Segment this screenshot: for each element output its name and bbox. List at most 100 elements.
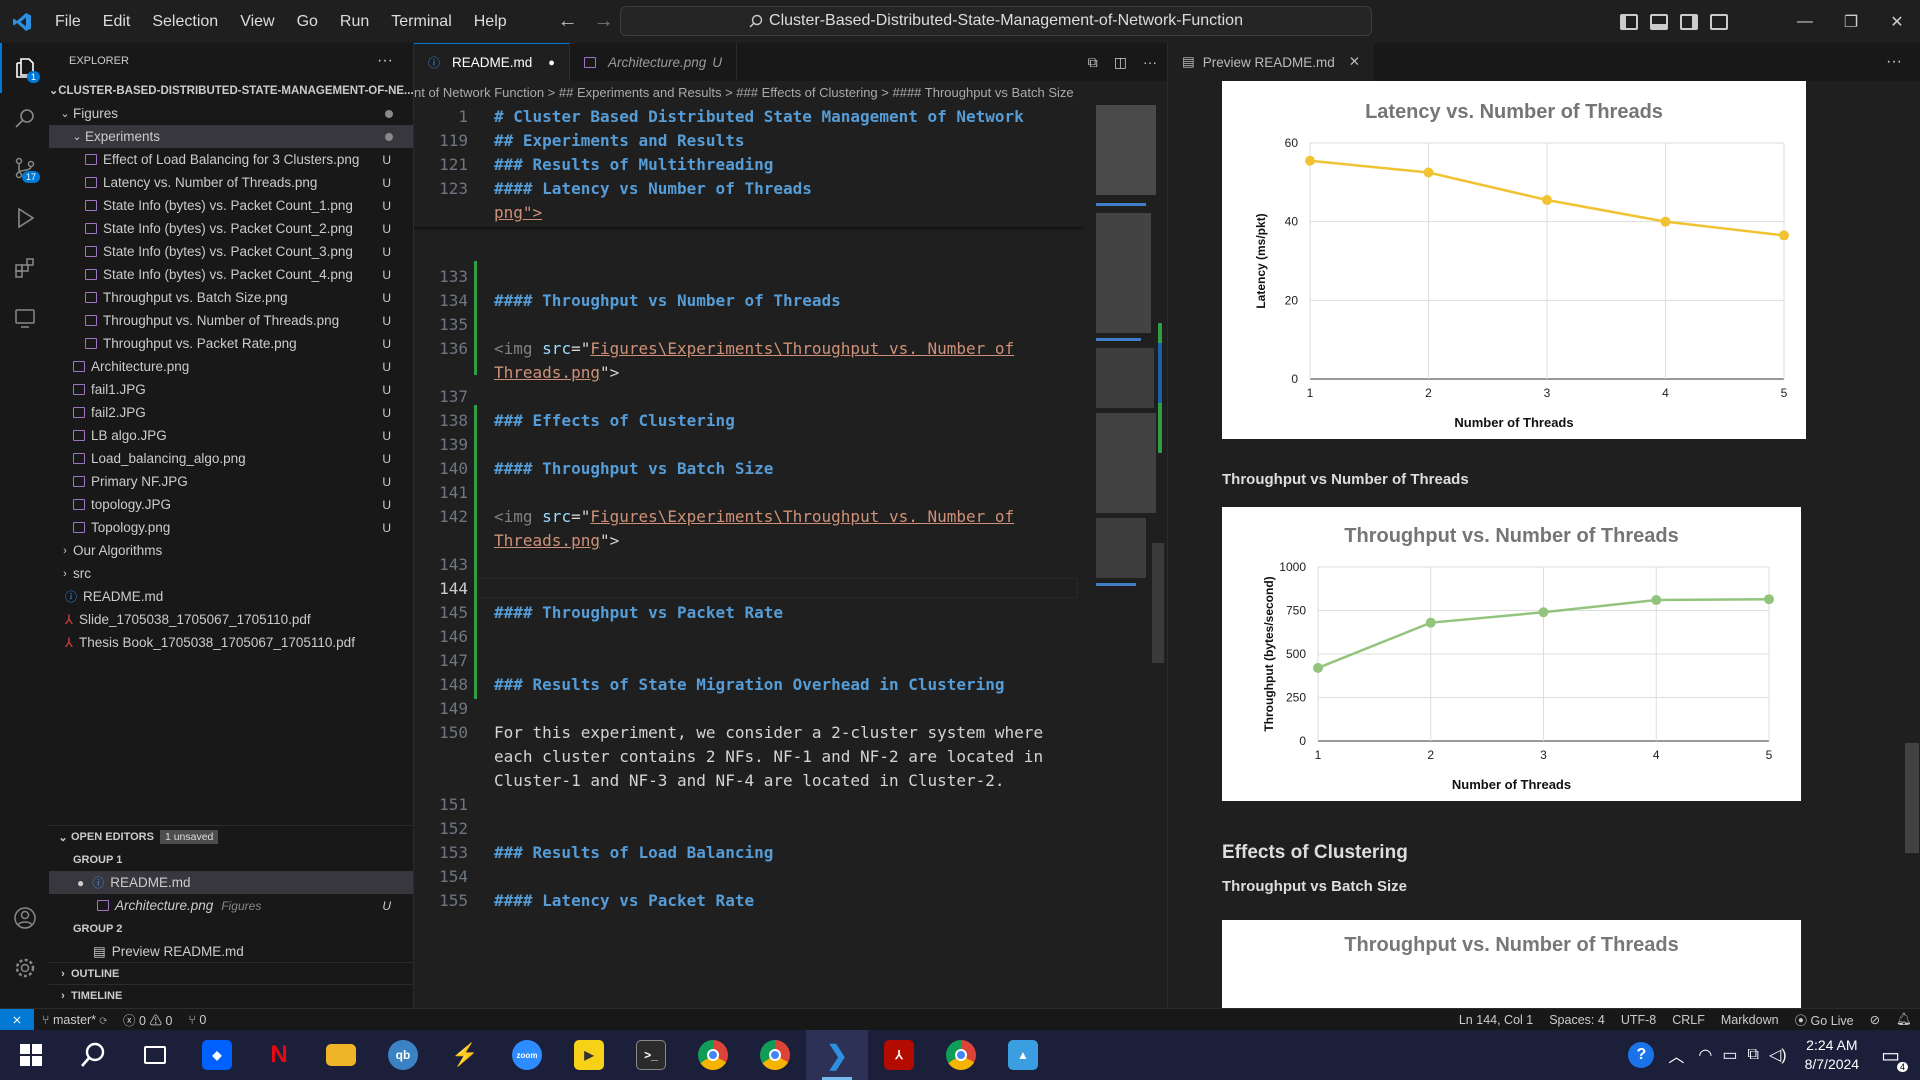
open-editor-readme[interactable]: ● ⓘ README.md [49, 871, 413, 894]
run-debug-activity[interactable] [0, 193, 49, 243]
explorer-activity[interactable]: 1 [0, 43, 49, 93]
toggle-panel-icon[interactable] [1650, 13, 1668, 30]
menu-file[interactable]: File [55, 13, 81, 30]
bell-icon[interactable]: 🔔︎ [1896, 1012, 1912, 1026]
command-center[interactable]: Cluster-Based-Distributed-State-Manageme… [620, 6, 1372, 36]
indentation[interactable]: Spaces: 4 [1549, 1012, 1605, 1027]
battery-icon[interactable]: ▭ [1722, 1047, 1738, 1064]
folder-figures[interactable]: ⌄ Figures [49, 102, 413, 125]
file-item[interactable]: State Info (bytes) vs. Packet Count_1.pn… [49, 194, 413, 217]
file-item[interactable]: fail1.JPG U [49, 378, 413, 401]
dropbox-icon[interactable]: ◆ [186, 1030, 248, 1080]
restore-button[interactable]: ❐ [1843, 13, 1859, 31]
extensions-activity[interactable] [0, 243, 49, 293]
file-item[interactable]: State Info (bytes) vs. Packet Count_4.pn… [49, 263, 413, 286]
potplayer-icon[interactable]: ▶ [558, 1030, 620, 1080]
copilot-icon[interactable]: ⊘ [1869, 1013, 1881, 1027]
preview-scrollbar[interactable] [1905, 743, 1919, 853]
timeline-section[interactable]: › TIMELINE [49, 985, 413, 1007]
file-item[interactable]: ⓘ README.md [49, 585, 413, 608]
markdown-preview[interactable]: Latency vs. Number of Threads 0 20 40 60 1 2 3 4… [1168, 81, 1908, 1008]
problems-status[interactable]: ⓧ 0 ⚠ 0 [123, 1014, 173, 1028]
file-item[interactable]: fail2.JPG U [49, 401, 413, 424]
close-window-button[interactable]: ✕ [1890, 13, 1904, 31]
split-editor-icon[interactable]: ◫ [1113, 53, 1127, 70]
chrome-alt-icon[interactable] [930, 1030, 992, 1080]
chevron-up-icon[interactable]: ︿ [1668, 1049, 1685, 1066]
file-item[interactable]: ⅄ Thesis Book_1705038_1705067_1705110.pdf [49, 631, 413, 654]
tab-architecture[interactable]: Architecture.png U [570, 43, 737, 81]
file-item[interactable]: State Info (bytes) vs. Packet Count_2.pn… [49, 217, 413, 240]
file-item[interactable]: topology.JPG U [49, 493, 413, 516]
forward-arrow-icon[interactable]: → [593, 10, 614, 32]
unsaved-dot-icon[interactable]: ● [548, 56, 555, 69]
notifications-icon[interactable]: ▭ 4 [1881, 1043, 1908, 1072]
menu-selection[interactable]: Selection [152, 13, 219, 30]
task-view-icon[interactable] [124, 1030, 186, 1080]
toggle-primary-sidebar-icon[interactable] [1620, 13, 1638, 30]
language-mode[interactable]: Markdown [1720, 1012, 1779, 1027]
folder-src[interactable]: › src [49, 562, 413, 585]
close-tab-icon[interactable]: ✕ [1348, 54, 1361, 69]
outline-section[interactable]: › OUTLINE [49, 963, 413, 985]
more-actions-icon[interactable]: ··· [377, 52, 393, 69]
file-item[interactable]: Throughput vs. Number of Threads.png U [49, 309, 413, 332]
more-actions-icon[interactable]: ··· [1886, 53, 1902, 70]
menu-view[interactable]: View [240, 13, 275, 30]
open-editor-architecture[interactable]: Architecture.png Figures U [49, 894, 413, 917]
tab-preview-readme[interactable]: ▤ Preview README.md ✕ [1168, 43, 1375, 81]
menu-run[interactable]: Run [339, 13, 370, 30]
file-item[interactable]: Throughput vs. Batch Size.png U [49, 286, 413, 309]
minimize-button[interactable]: — [1797, 12, 1813, 30]
line-endings[interactable]: CRLF [1672, 1012, 1705, 1027]
encoding[interactable]: UTF-8 [1620, 1012, 1657, 1027]
search-activity[interactable] [0, 93, 49, 143]
zoom-icon[interactable]: zoom [496, 1030, 558, 1080]
vscode-taskbar-icon[interactable]: ❯ [806, 1030, 868, 1080]
clock[interactable]: 2:24 AM 8/7/2024 [1805, 1036, 1860, 1074]
go-live-button[interactable]: ⦿ Go Live [1794, 1014, 1854, 1028]
menu-help[interactable]: Help [473, 13, 507, 30]
file-item[interactable]: Load_balancing_algo.png U [49, 447, 413, 470]
menu-edit[interactable]: Edit [102, 13, 131, 30]
tab-readme[interactable]: ⓘ README.md ● [414, 43, 570, 81]
qbittorrent-icon[interactable]: qb [372, 1030, 434, 1080]
accounts-activity[interactable] [0, 893, 49, 943]
terminal-icon[interactable]: >_ [620, 1030, 682, 1080]
open-preview-side-icon[interactable]: ⧉ [1087, 53, 1098, 70]
open-editors-section[interactable]: ⌄ OPEN EDITORS 1 unsaved [49, 826, 413, 848]
file-item[interactable]: State Info (bytes) vs. Packet Count_3.pn… [49, 240, 413, 263]
remote-indicator-icon[interactable]: ⨯ [0, 1008, 34, 1031]
netflix-icon[interactable]: N [270, 1041, 288, 1068]
manage-activity[interactable] [0, 943, 49, 993]
menu-go[interactable]: Go [296, 13, 318, 30]
cursor-position[interactable]: Ln 144, Col 1 [1458, 1012, 1534, 1027]
remote-explorer-activity[interactable] [0, 293, 49, 343]
file-item[interactable]: Primary NF.JPG U [49, 470, 413, 493]
editor-scrollbar[interactable] [1152, 543, 1164, 663]
branch-status[interactable]: ⑂ master* ⟳ [42, 1012, 108, 1027]
menu-terminal[interactable]: Terminal [391, 13, 452, 30]
visual-studio-icon[interactable]: ⚡ [451, 1042, 479, 1067]
volume-icon[interactable]: ◁) [1768, 1047, 1787, 1064]
file-item[interactable]: Effect of Load Balancing for 3 Clusters.… [49, 148, 413, 171]
customize-layout-icon[interactable] [1710, 13, 1728, 30]
ports-status[interactable]: ⑂ 0 [188, 1012, 207, 1027]
folder-experiments[interactable]: ⌄ Experiments [49, 125, 413, 148]
acrobat-icon[interactable]: ⅄ [868, 1030, 930, 1080]
start-button[interactable] [0, 1030, 62, 1080]
back-arrow-icon[interactable]: ← [557, 10, 578, 32]
display-icon[interactable]: ⧉ [1747, 1046, 1759, 1063]
toggle-secondary-sidebar-icon[interactable] [1680, 13, 1698, 30]
file-item[interactable]: ⅄ Slide_1705038_1705067_1705110.pdf [49, 608, 413, 631]
unsaved-dot-icon[interactable]: ● [77, 875, 85, 890]
taskbar-search[interactable] [62, 1030, 124, 1080]
file-item[interactable]: Topology.png U [49, 516, 413, 539]
more-actions-icon[interactable]: ··· [1143, 54, 1157, 70]
file-item[interactable]: Throughput vs. Packet Rate.png U [49, 332, 413, 355]
help-icon[interactable]: ? [1628, 1042, 1655, 1068]
chrome-profile-icon[interactable] [744, 1030, 806, 1080]
folder-our-algorithms[interactable]: › Our Algorithms [49, 539, 413, 562]
file-item[interactable]: LB algo.JPG U [49, 424, 413, 447]
workspace-root[interactable]: ⌄ CLUSTER-BASED-DISTRIBUTED-STATE-MANAGE… [49, 79, 414, 102]
